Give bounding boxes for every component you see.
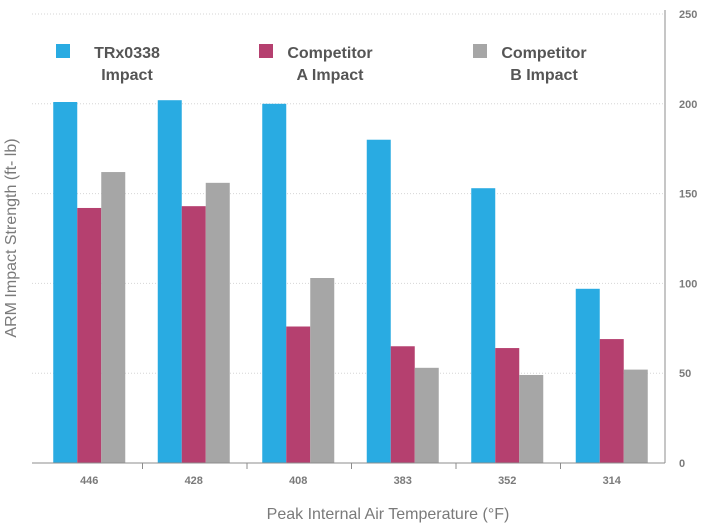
x-tick-label: 428 (185, 475, 203, 487)
axes (32, 10, 666, 469)
bar-competitor-b-impact-446 (101, 172, 126, 463)
bar-trx0338-impact-314 (575, 288, 600, 463)
bar-competitor-a-impact-446 (77, 207, 102, 463)
y-tick-label: 200 (679, 99, 697, 111)
y-tick-label: 250 (679, 9, 697, 21)
legend-swatch (56, 44, 70, 58)
y-tick-label: 50 (679, 368, 691, 380)
x-tick-label: 352 (498, 475, 516, 487)
bar-trx0338-impact-352 (471, 188, 496, 463)
y-tick-label: 0 (679, 458, 685, 470)
legend-label: Competitor (501, 45, 586, 62)
bars (53, 100, 648, 464)
bar-competitor-a-impact-383 (390, 346, 415, 463)
legend-label: Impact (101, 67, 153, 84)
y-tick-label: 100 (679, 278, 697, 290)
y-tick-label: 150 (679, 189, 697, 201)
legend-swatch (473, 44, 487, 58)
x-tick-label: 383 (394, 475, 412, 487)
legend-swatch (259, 44, 273, 58)
x-axis-title: Peak Internal Air Temperature (°F) (267, 506, 510, 523)
gridlines (32, 13, 665, 374)
bar-competitor-a-impact-314 (599, 339, 624, 463)
legend-item: Competitor A Impact (259, 44, 373, 84)
x-tick-labels: 446 428 408 383 352 314 (80, 475, 622, 487)
legend-label: A Impact (297, 67, 365, 84)
bar-competitor-a-impact-428 (181, 206, 206, 463)
bar-competitor-b-impact-428 (205, 182, 230, 463)
legend-label: Competitor (287, 45, 372, 62)
bar-competitor-a-impact-408 (286, 326, 311, 463)
bar-competitor-b-impact-408 (310, 278, 335, 463)
bar-trx0338-impact-383 (366, 139, 391, 463)
x-tick-label: 446 (80, 475, 98, 487)
bar-trx0338-impact-446 (53, 102, 78, 463)
legend-item: TRx0338 Impact (56, 44, 160, 84)
bar-competitor-b-impact-383 (414, 367, 439, 463)
bar-trx0338-impact-408 (262, 103, 287, 464)
bar-competitor-b-impact-314 (623, 369, 648, 463)
legend-item: Competitor B Impact (473, 44, 587, 84)
legend-label: TRx0338 (94, 45, 160, 62)
legend-label: B Impact (510, 67, 578, 84)
y-axis-title: ARM Impact Strength (ft- lb) (3, 138, 20, 337)
bar-competitor-b-impact-352 (519, 374, 544, 463)
x-tick-label: 314 (603, 475, 622, 487)
y-tick-labels: 0 50 100 150 200 250 (679, 9, 697, 470)
bar-competitor-a-impact-352 (495, 348, 520, 463)
x-tick-label: 408 (289, 475, 307, 487)
bar-trx0338-impact-428 (157, 100, 182, 463)
